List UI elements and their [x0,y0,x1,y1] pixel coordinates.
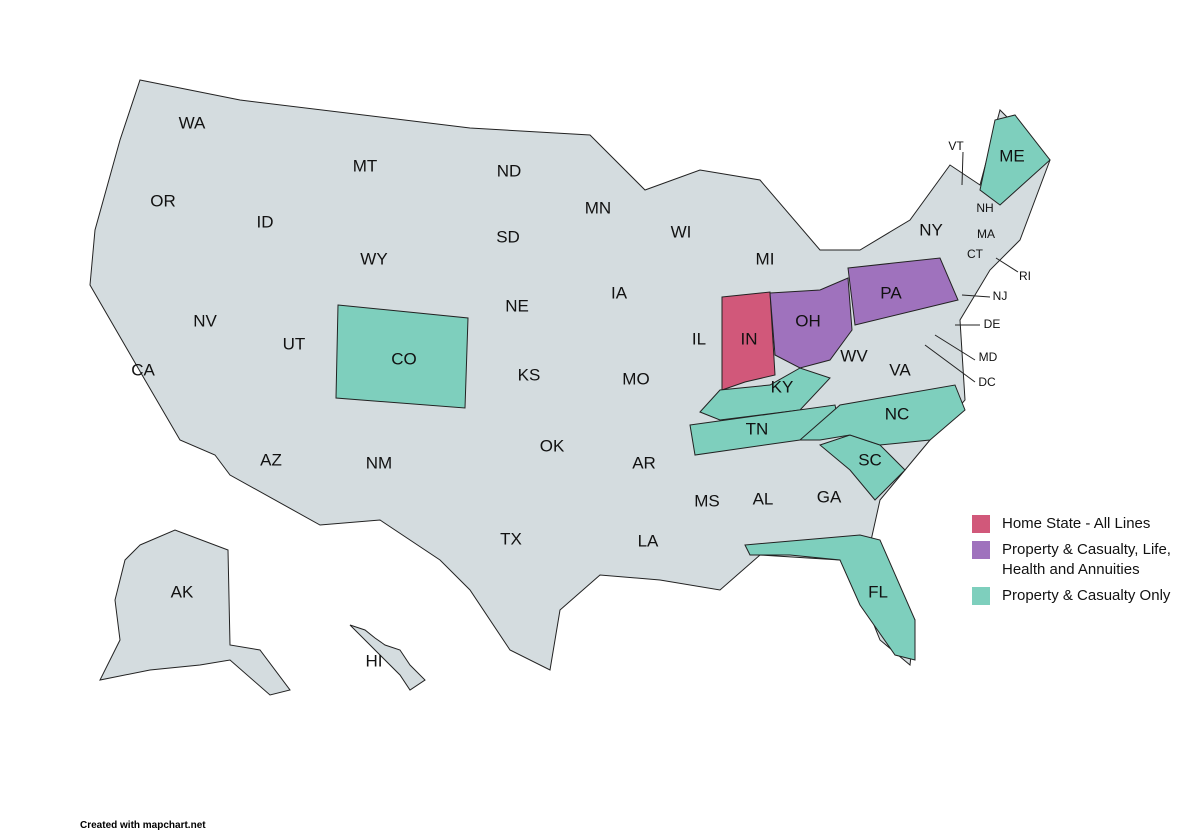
state-label: NV [193,311,217,330]
state-label: AR [632,453,656,472]
state-highlight [335,304,469,409]
state-highlight [979,114,1051,206]
state-label: NJ [993,289,1008,303]
state-highlight [721,291,776,391]
state-label: MS [694,491,720,510]
legend-swatch [972,515,990,533]
state-label: NE [505,296,529,315]
legend-item: Home State - All Lines [972,514,1172,534]
state-label: WV [840,346,868,365]
state-highlight [847,257,959,326]
state-label: MD [979,350,998,364]
state-highlight [769,277,853,369]
state-label: WA [179,113,206,132]
state-label: OK [540,436,565,455]
state-label: WY [360,249,387,268]
state-label: MO [622,369,649,388]
legend-swatch [972,541,990,559]
state-label: AZ [260,450,282,469]
state-label: DC [978,375,996,389]
state-label: MN [585,198,611,217]
legend-item: Property & Casualty Only [972,586,1172,606]
state-highlight [744,534,916,661]
state-label: CT [967,247,984,261]
state-label: LA [638,531,659,550]
state-label: ME [999,146,1025,165]
state-label: NC [885,404,910,423]
state-label: AL [753,489,774,508]
state-label: MT [353,156,378,175]
legend-label: Property & Casualty, Life, Health and An… [1002,541,1171,578]
state-label: TN [746,419,769,438]
state-label: SD [496,227,520,246]
state-label: IA [611,283,628,302]
state-label: PA [880,283,902,302]
state-label: ID [257,212,274,231]
state-label: NM [366,453,392,472]
state-label: MA [977,227,995,241]
state-label: IN [741,329,758,348]
state-label: OH [795,311,821,330]
state-label: MI [756,249,775,268]
state-label: NY [919,220,943,239]
legend-label: Home State - All Lines [1002,515,1151,532]
state-label: SC [858,450,882,469]
legend-swatch [972,587,990,605]
state-label: DE [984,317,1001,331]
state-label: CO [391,349,417,368]
state-highlight [798,384,966,446]
legend-item: Property & Casualty, Life, Health and An… [972,540,1172,580]
land [99,529,291,696]
state-label: RI [1019,269,1031,283]
state-label: KS [518,365,541,384]
land [89,79,1051,671]
legend: Home State - All Lines Property & Casualt… [972,514,1172,612]
state-label: IL [692,329,706,348]
state-label: FL [868,582,888,601]
state-label: TX [500,529,522,548]
state-label: OR [150,191,176,210]
legend-label: Property & Casualty Only [1002,587,1171,604]
state-label: KY [771,377,794,396]
land [349,624,426,691]
state-label: VT [948,139,964,153]
state-label: UT [283,334,306,353]
state-label: HI [366,651,383,670]
state-label: ND [497,161,522,180]
state-label: VA [889,360,911,379]
state-label: NH [976,201,993,215]
state-label: AK [171,582,194,601]
state-highlight [699,367,831,421]
state-label: GA [817,487,842,506]
footer: Created with mapchart.net [80,820,206,831]
state-label: CA [131,360,155,379]
state-label: WI [671,222,692,241]
